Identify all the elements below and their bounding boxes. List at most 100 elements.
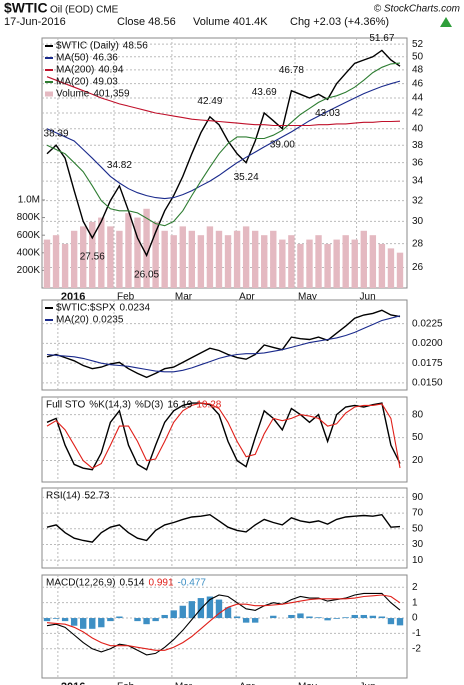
bar xyxy=(179,226,186,288)
bar xyxy=(251,230,259,288)
instrument-name: Oil (EOD) CME xyxy=(50,5,119,16)
bar xyxy=(197,235,205,288)
legend-value: 46.36 xyxy=(93,53,118,64)
bar xyxy=(61,243,69,288)
legend-name: %K(14,3) xyxy=(89,400,131,411)
series-line xyxy=(46,402,401,471)
panel xyxy=(41,487,408,569)
bar xyxy=(206,226,214,288)
legend-value: 0.0235 xyxy=(93,315,124,326)
bar xyxy=(188,230,196,288)
legend-name: MA(50) xyxy=(56,53,89,64)
annotation: 51.67 xyxy=(369,33,394,44)
y2-tick-label: 600K xyxy=(17,230,41,241)
bar xyxy=(116,230,123,288)
bar xyxy=(360,614,367,619)
x-tick-label: May xyxy=(298,682,317,685)
legend-value: 0.0234 xyxy=(119,303,150,314)
y-tick-label: 2 xyxy=(412,582,418,593)
annotation: 42.49 xyxy=(197,96,222,107)
legend-value: 48.56 xyxy=(123,41,148,52)
bar xyxy=(233,230,241,288)
bar xyxy=(288,614,295,619)
y-tick-label: 48 xyxy=(412,65,424,76)
y-tick-label: 0.0150 xyxy=(412,378,443,389)
close: Close 48.56 xyxy=(117,16,176,28)
y-tick-label: 0 xyxy=(412,613,418,624)
date: 17-Jun-2016 xyxy=(4,16,66,28)
bar xyxy=(261,235,268,288)
bar xyxy=(116,616,123,619)
bar xyxy=(224,235,232,288)
bar xyxy=(396,618,404,626)
series-line xyxy=(46,594,401,651)
series-line xyxy=(46,513,401,543)
bar xyxy=(161,614,168,619)
x-tick-label: Mar xyxy=(175,292,193,303)
bar xyxy=(297,243,304,288)
bar xyxy=(360,230,367,288)
bar xyxy=(188,601,196,619)
y-tick-label: 0.0200 xyxy=(412,338,443,349)
bar xyxy=(270,615,277,619)
y-tick-label: 26 xyxy=(412,262,424,273)
bar xyxy=(107,618,114,622)
bar xyxy=(351,614,358,619)
panel-title: Full STO xyxy=(46,400,85,411)
bar xyxy=(80,618,87,629)
bar xyxy=(387,618,395,625)
annotation: 43.03 xyxy=(315,108,340,119)
bar xyxy=(233,616,241,619)
y-tick-label: -1 xyxy=(412,628,421,639)
y2-tick-label: 400K xyxy=(17,247,41,258)
legend-value: 10.28 xyxy=(196,400,221,411)
bar xyxy=(161,230,168,288)
y-tick-label: 46 xyxy=(412,78,424,89)
y-tick-label: 52 xyxy=(412,39,424,50)
y-tick-label: 90 xyxy=(412,492,424,503)
y-tick-label: -2 xyxy=(412,643,421,654)
bar xyxy=(251,618,259,623)
x-tick-label: Apr xyxy=(239,292,255,303)
bar xyxy=(52,235,60,288)
bar xyxy=(170,235,177,288)
bar xyxy=(342,235,349,288)
y-tick-label: 50 xyxy=(412,523,424,534)
bar xyxy=(387,248,395,288)
bar xyxy=(342,617,349,619)
legend-name: $WTIC (Daily) xyxy=(56,41,119,52)
legend-name: %D(3) xyxy=(135,400,163,411)
bar xyxy=(369,235,377,288)
bar xyxy=(152,221,159,288)
bar xyxy=(107,226,114,288)
legend-name: $WTIC:$SPX xyxy=(56,303,116,314)
y2-tick-label: 800K xyxy=(17,212,41,223)
legend-name: MA(20) xyxy=(56,77,89,88)
bar xyxy=(270,230,277,288)
bar xyxy=(306,616,313,619)
bar xyxy=(369,615,377,619)
y-tick-label: 10 xyxy=(412,555,424,566)
y-tick-label: 20 xyxy=(412,455,424,466)
y-tick-label: 28 xyxy=(412,238,424,249)
bar xyxy=(43,239,51,288)
annotation: 46.78 xyxy=(279,65,304,76)
bar xyxy=(98,618,105,628)
bar xyxy=(80,226,87,288)
series-line xyxy=(46,76,401,127)
bar xyxy=(378,243,386,288)
bar xyxy=(43,618,51,622)
x-tick-label: Mar xyxy=(175,682,193,685)
bar xyxy=(206,596,214,619)
y-tick-label: 30 xyxy=(412,216,424,227)
series-line xyxy=(46,62,401,227)
bar xyxy=(242,226,250,288)
volume: Volume 401.4K xyxy=(193,16,268,28)
y-tick-label: 50 xyxy=(412,432,424,443)
bar xyxy=(242,618,250,623)
y-tick-label: 38 xyxy=(412,140,424,151)
series-line xyxy=(46,402,401,469)
y2-tick-label: 200K xyxy=(17,265,41,276)
annotation: 39.00 xyxy=(270,139,295,150)
y-tick-label: 0.0225 xyxy=(412,318,443,329)
